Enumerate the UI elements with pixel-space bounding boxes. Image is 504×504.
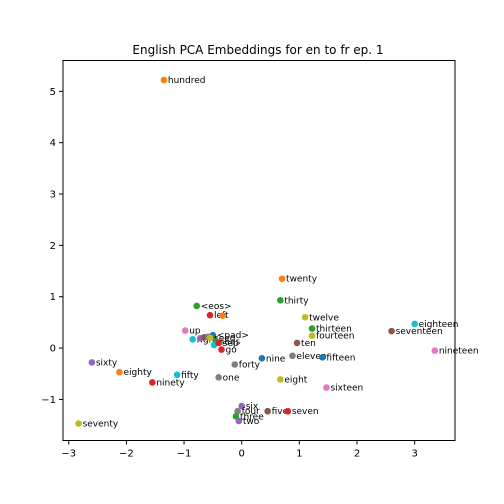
- point-label: three: [240, 412, 264, 422]
- y-tick-label: −1: [41, 395, 56, 406]
- y-axis: −1 0 1 2 3 4 5: [41, 87, 63, 406]
- scatter-point: [431, 347, 439, 354]
- point-label: <pad>: [217, 331, 249, 341]
- scatter-point: [293, 339, 301, 347]
- chart-title: English PCA Embeddings for en to fr ep. …: [132, 43, 383, 57]
- point-label: four: [242, 407, 260, 417]
- scatter-point: [308, 325, 316, 332]
- y-tick-label: 0: [50, 344, 56, 355]
- scatter-point: [173, 371, 181, 379]
- scatter-point: [88, 359, 96, 366]
- point-label: right: [197, 335, 219, 345]
- point-label: eighteen: [419, 320, 459, 330]
- x-axis: −3 −2 −1 0 1 2 3: [61, 440, 418, 460]
- y-tick-label: 2: [50, 241, 56, 252]
- point-label: twelve: [309, 313, 339, 323]
- scatter-point: [160, 76, 168, 84]
- scatter-point: [234, 407, 241, 415]
- scatter-point: [75, 420, 82, 427]
- x-tick-label: −1: [177, 449, 192, 460]
- scatter-point: [323, 384, 330, 391]
- point-label: eight: [284, 375, 307, 385]
- x-tick-label: −3: [61, 449, 76, 460]
- plot-area: hundredtwentythirty<eos>lefttwelvethirte…: [75, 76, 479, 430]
- point-label: fifteen: [326, 353, 355, 363]
- point-label: up: [189, 327, 201, 337]
- scatter-point: [215, 339, 222, 347]
- point-label: seventy: [83, 420, 119, 430]
- point-label: one: [223, 373, 240, 383]
- point-label: sixteen: [330, 384, 363, 394]
- scatter-point: [277, 297, 284, 304]
- axes-frame: [62, 60, 456, 441]
- scatter-point: [278, 275, 286, 283]
- point-label: fifty: [181, 371, 199, 381]
- scatter-point: [149, 379, 156, 386]
- point-label: seed: [214, 334, 235, 344]
- y-tick-label: 4: [50, 138, 56, 149]
- point-label: <eos>: [201, 302, 232, 312]
- scatter-point: [215, 374, 222, 381]
- point-label: hundred: [168, 76, 206, 86]
- scatter-point: [258, 355, 266, 362]
- point-label: forty: [239, 361, 261, 371]
- scatter-point: [289, 352, 296, 360]
- x-tick-label: 0: [239, 449, 245, 460]
- y-tick-label: 1: [50, 292, 56, 303]
- point-label: six: [246, 402, 259, 412]
- scatter-point: [277, 376, 284, 383]
- x-tick-label: 1: [296, 449, 302, 460]
- scatter-point: [235, 417, 243, 425]
- scatter-point: [319, 354, 326, 361]
- point-label: ninety: [156, 378, 185, 388]
- scatter-point: [206, 311, 214, 319]
- scatter-point: [181, 327, 189, 334]
- scatter-point: [206, 334, 214, 342]
- point-label: sep: [223, 339, 239, 349]
- scatter-point: [218, 346, 225, 353]
- scatter-point: [264, 407, 271, 415]
- point-label: five: [272, 407, 289, 417]
- y-tick-label: 3: [50, 190, 56, 201]
- scatter-point: [193, 302, 201, 310]
- point-label: nineteen: [439, 347, 479, 357]
- scatter-point: [411, 320, 418, 328]
- point-label: twenty: [286, 275, 318, 285]
- scatter-point: [284, 407, 292, 415]
- scatter-point: [301, 313, 309, 321]
- scatter-point: [388, 327, 395, 335]
- x-tick-label: 2: [354, 449, 360, 460]
- scatter-point: [238, 402, 246, 410]
- point-label: eighty: [123, 368, 152, 378]
- scatter-point: [308, 332, 316, 340]
- point-label: thirteen: [316, 325, 352, 335]
- scatter-point: [189, 336, 197, 343]
- point-label: nine: [266, 354, 286, 364]
- point-label: seas: [220, 337, 241, 347]
- point-label: go: [226, 346, 238, 356]
- scatter-point: [231, 361, 239, 368]
- point-label: ten: [301, 339, 316, 349]
- y-tick-label: 5: [50, 87, 56, 98]
- point-label: fourteen: [316, 332, 354, 342]
- x-tick-label: −2: [119, 449, 134, 460]
- scatter-point: [116, 368, 123, 376]
- point-label: two: [243, 417, 260, 427]
- point-label: seventeen: [396, 327, 443, 337]
- point-label: sixty: [96, 358, 118, 368]
- scatter-point: [219, 312, 226, 320]
- x-tick-label: 3: [411, 449, 417, 460]
- point-label: thirty: [284, 296, 309, 306]
- point-label: eleven: [296, 352, 326, 362]
- point-label: seven: [292, 407, 319, 417]
